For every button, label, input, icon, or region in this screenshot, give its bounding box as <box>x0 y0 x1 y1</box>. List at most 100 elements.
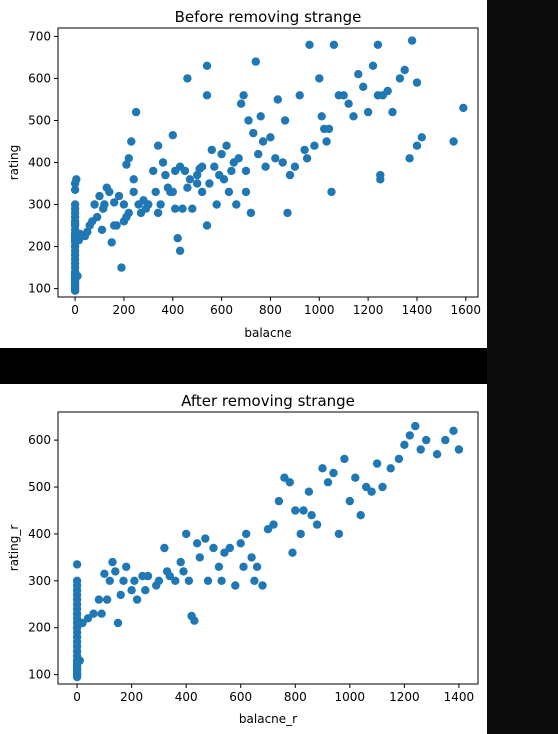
chart-title: Before removing strange <box>175 8 362 26</box>
x-tick-label: 1400 <box>444 690 475 704</box>
data-point <box>449 426 458 435</box>
data-point <box>300 145 309 155</box>
data-point <box>95 191 104 201</box>
data-point <box>74 236 84 245</box>
data-point <box>156 200 165 209</box>
data-point <box>271 154 280 163</box>
plot-frame <box>57 411 479 685</box>
data-point <box>201 534 210 543</box>
data-point <box>349 112 358 121</box>
x-tick-label: 200 <box>120 690 143 704</box>
x-tick-label: 400 <box>161 303 184 317</box>
data-point <box>315 74 324 83</box>
data-point <box>183 74 192 83</box>
data-point <box>252 562 262 571</box>
data-point <box>165 571 174 581</box>
x-tick-label: 800 <box>284 690 307 704</box>
data-point <box>117 263 126 272</box>
data-point <box>149 166 158 176</box>
data-point <box>239 562 248 571</box>
data-point <box>405 154 414 163</box>
data-point <box>78 618 87 628</box>
data-point <box>422 435 431 445</box>
data-point <box>459 103 468 113</box>
y-tick-label: 500 <box>28 113 51 127</box>
data-point <box>192 539 202 548</box>
data-point <box>188 204 197 213</box>
data-point <box>113 618 123 628</box>
data-point <box>304 487 314 496</box>
data-point <box>184 576 194 585</box>
data-point <box>129 187 138 197</box>
y-tick-label: 200 <box>28 240 51 254</box>
data-point <box>119 200 129 209</box>
data-point <box>246 208 256 218</box>
data-point <box>249 128 258 138</box>
data-point <box>94 595 104 604</box>
x-tick-label: 1000 <box>304 303 335 317</box>
data-point <box>205 179 214 188</box>
x-tick-label: 400 <box>175 690 198 704</box>
data-point <box>231 581 240 590</box>
data-point <box>266 133 275 142</box>
data-point <box>340 454 349 464</box>
data-point <box>110 198 119 207</box>
data-point <box>195 553 204 562</box>
notebook-gutter <box>487 0 558 734</box>
data-point <box>178 204 187 213</box>
data-point <box>307 511 316 520</box>
data-point <box>124 208 133 218</box>
data-point <box>161 170 170 180</box>
data-point <box>202 91 212 100</box>
data-point <box>345 496 354 506</box>
data-point <box>407 36 417 45</box>
y-tick-label: 700 <box>28 29 51 43</box>
data-point <box>312 520 322 529</box>
data-point <box>256 112 265 121</box>
data-point <box>323 478 333 487</box>
data-point <box>83 227 92 237</box>
data-point <box>454 445 464 454</box>
data-point <box>75 656 85 665</box>
x-tick-label: 1200 <box>389 690 420 704</box>
plot-frame <box>57 27 479 298</box>
data-point <box>112 221 121 230</box>
data-point <box>90 200 99 209</box>
data-point <box>310 141 319 150</box>
data-point <box>100 569 109 578</box>
scatter-points <box>70 36 468 295</box>
data-point <box>378 482 387 492</box>
data-point <box>197 187 207 197</box>
data-point <box>367 487 376 496</box>
data-point <box>220 548 229 557</box>
data-point <box>182 529 191 539</box>
data-point <box>193 179 202 188</box>
x-axis-label: balacne_r <box>239 712 297 726</box>
data-point <box>179 567 188 576</box>
data-point <box>372 459 382 468</box>
data-point <box>122 562 131 571</box>
data-point <box>302 154 312 163</box>
data-point <box>70 185 80 194</box>
y-tick-label: 300 <box>28 574 51 588</box>
data-point <box>158 158 168 167</box>
data-point <box>296 529 305 539</box>
data-point <box>114 191 124 201</box>
data-point <box>251 57 260 66</box>
data-point <box>143 571 153 581</box>
data-point <box>141 586 150 595</box>
data-point <box>412 141 422 150</box>
data-point <box>232 200 241 209</box>
data-point <box>411 421 420 431</box>
data-point <box>108 557 117 567</box>
data-point <box>368 61 378 70</box>
data-point <box>102 595 112 604</box>
data-point <box>405 431 414 440</box>
x-tick-label: 600 <box>210 303 233 317</box>
data-point <box>242 529 251 539</box>
data-point <box>107 238 116 247</box>
data-point <box>388 107 397 117</box>
data-point <box>72 576 82 585</box>
data-point <box>417 133 426 142</box>
data-point <box>394 454 404 464</box>
